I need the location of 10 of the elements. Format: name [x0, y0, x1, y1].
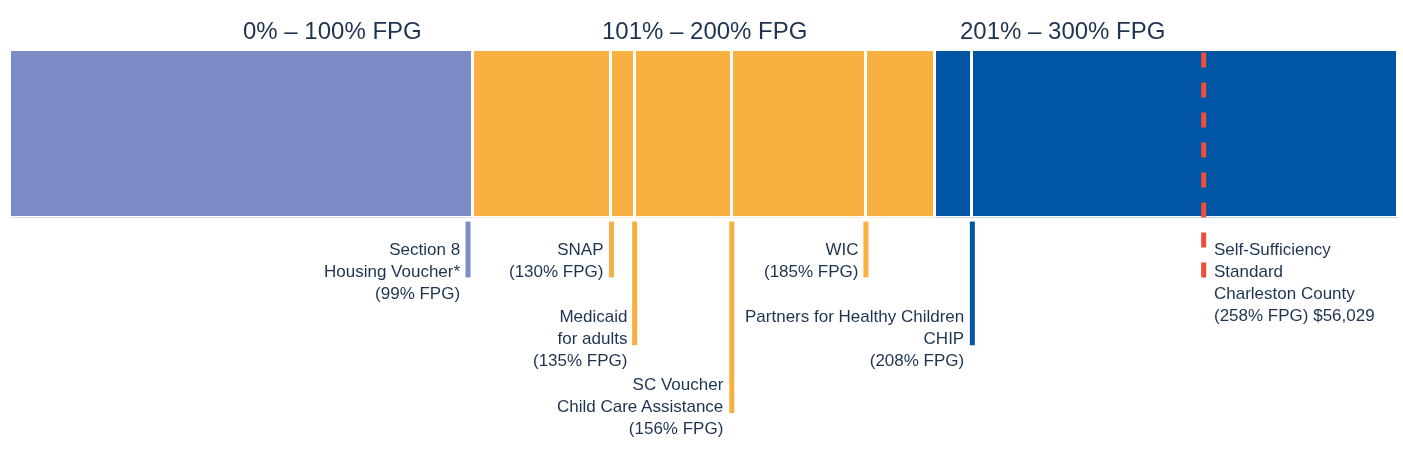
- text: 0% – 100% FPG: [243, 17, 422, 44]
- ref-line-label: SNAP (130% FPG): [509, 240, 604, 282]
- ref-line-label: WIC (185% FPG): [764, 240, 859, 282]
- ref-line-label: Partners for Healthy Children CHIP (208% FPG): [745, 307, 965, 371]
- text: 101% – 200% FPG: [602, 17, 808, 44]
- ref-line-label: Self-Sufficiency Standard Charleston County (258% FPG) $56,029: [1214, 240, 1375, 326]
- text: 201% – 300% FPG: [960, 17, 1166, 44]
- ref-line-label: Medicaid for adults (135% FPG): [533, 307, 628, 371]
- ref-line-label: Section 8 Housing Voucher* (99% FPG): [324, 240, 461, 304]
- ref-line-label: SC Voucher Child Care Assistance (156% FPG): [557, 375, 724, 439]
